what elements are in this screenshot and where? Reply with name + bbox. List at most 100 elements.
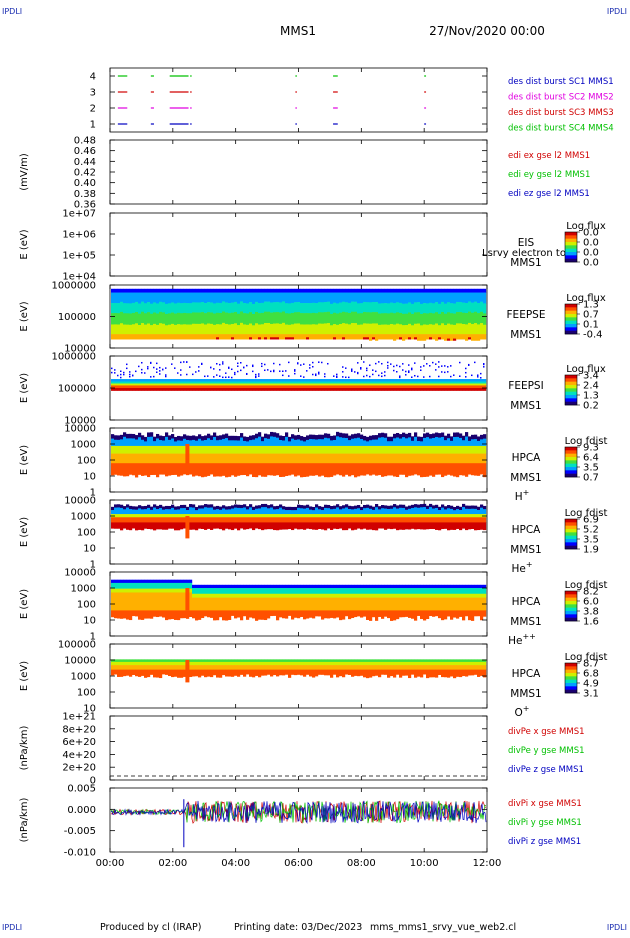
spectrogram-feepsi: [111, 361, 487, 391]
spectrogram-cell: [384, 388, 388, 391]
spectrogram-cell: [162, 302, 166, 313]
spectrogram-cell: [252, 445, 256, 454]
spectrogram-cell: [321, 385, 325, 389]
spectrogram-cell: [330, 665, 334, 670]
spectrogram-cell: [414, 381, 418, 384]
spectrogram-cell: [261, 597, 265, 611]
colorbar-swatch: [565, 388, 577, 392]
spectrogram-cell: [129, 379, 133, 382]
spectrogram-cell: [255, 433, 259, 439]
spectrogram-cell: [447, 508, 451, 515]
spectrogram-dot: [366, 369, 368, 372]
spectrogram-cell: [429, 385, 433, 389]
spectrogram-cell: [480, 661, 484, 666]
spectrogram-cell: [129, 453, 133, 464]
spectrogram-cell: [315, 669, 319, 677]
spectrogram-cell: [432, 288, 436, 293]
spectrogram-dot: [141, 368, 143, 371]
spectrogram-cell: [387, 508, 391, 515]
spectrogram-dot: [306, 370, 308, 372]
spectrogram-cell: [135, 388, 139, 391]
spectrogram-cell: [117, 313, 121, 325]
spectrogram-cell: [372, 463, 376, 475]
spectrogram-cell: [279, 323, 283, 335]
spectrogram-cell: [246, 522, 250, 530]
spectrogram-cell: [384, 669, 388, 675]
spectrogram-cell: [357, 313, 361, 326]
spectrogram-cell: [185, 444, 190, 467]
spectrogram-cell: [324, 463, 328, 478]
spectrogram-cell: [282, 440, 286, 447]
spectrogram-cell: [429, 438, 433, 447]
spectrogram-cell: [360, 383, 364, 386]
spectrogram-cell: [471, 445, 475, 454]
spectrogram-cell: [417, 522, 421, 530]
spectrogram-cell: [237, 288, 241, 293]
spectrogram-cell: [351, 311, 355, 324]
spectrogram-cell: [414, 517, 418, 523]
spectrogram-cell: [378, 453, 382, 464]
spectrogram-cell: [405, 453, 409, 464]
spectrogram-cell: [324, 437, 328, 447]
spectrogram-cell: [126, 592, 130, 611]
y-tick-label: 100: [77, 600, 96, 611]
spectrogram-cell: [219, 661, 223, 666]
spectrogram-cell: [441, 379, 445, 382]
spectrogram-cell: [219, 509, 223, 515]
spectrogram-cell: [456, 312, 460, 324]
spectrogram-cell: [288, 514, 292, 518]
spectrogram-cell: [378, 610, 382, 617]
spectrogram-cell: [237, 588, 241, 595]
spectrogram-cell: [120, 507, 124, 515]
spectrogram-cell: [279, 312, 283, 325]
spectrogram-dot: [141, 371, 143, 374]
spectrogram-dot: [417, 375, 419, 378]
spectrogram-cell: [354, 385, 358, 389]
spectrogram-cell: [429, 522, 433, 530]
spectrogram-cell: [444, 445, 448, 454]
spectrogram-cell: [267, 610, 271, 619]
spectrogram-cell: [309, 288, 313, 293]
spectrogram-cell: [399, 381, 403, 384]
spectrogram-cell: [180, 504, 184, 509]
spectrogram-cell: [273, 593, 277, 598]
spectrogram-dot: [408, 370, 410, 372]
spectrogram-cell: [270, 517, 274, 523]
spectrogram-cell: [168, 313, 172, 325]
spectrogram-cell: [387, 669, 391, 678]
spectrogram-cell: [354, 669, 358, 676]
spectrogram-cell: [288, 334, 292, 338]
spectrogram-cell: [120, 288, 124, 293]
spectrogram-cell: [174, 522, 178, 531]
spectrogram-cell: [336, 381, 340, 384]
spectrogram-cell: [411, 669, 415, 675]
spectrogram-cell: [228, 522, 232, 530]
spectrogram-cell: [414, 385, 418, 389]
spectrogram-cell: [165, 514, 169, 518]
spectrogram-cell: [192, 381, 196, 384]
spectrogram-cell: [210, 381, 214, 384]
spectrogram-dot: [423, 376, 425, 378]
spectrogram-cell: [291, 593, 295, 598]
spectrogram-cell: [417, 302, 421, 313]
spectrogram-cell: [288, 303, 292, 314]
spectrogram-cell: [411, 522, 415, 529]
spectrogram-cell: [138, 669, 142, 677]
spectrogram-cell: [339, 665, 343, 670]
spectrogram-cell: [291, 517, 295, 523]
y-axis: 0.480.460.440.420.400.380.36: [74, 136, 487, 211]
spectrogram-cell: [306, 334, 310, 338]
spectrogram-cell: [270, 522, 274, 530]
spectrogram-cell: [468, 593, 472, 598]
spectrogram-cell: [264, 445, 268, 454]
spectrogram-cell: [150, 592, 154, 611]
spectrogram-cell: [363, 514, 367, 518]
spectrogram-cell: [156, 433, 160, 439]
spectrogram-cell: [384, 597, 388, 611]
spectrogram-cell: [255, 522, 259, 529]
spectrogram-cell: [396, 432, 400, 438]
spectrogram-cell: [465, 593, 469, 598]
colorbar-tick-label: 0.7: [583, 473, 599, 484]
spectrogram-cell: [405, 438, 409, 447]
colorbar-tick-label: 0.2: [583, 401, 599, 412]
